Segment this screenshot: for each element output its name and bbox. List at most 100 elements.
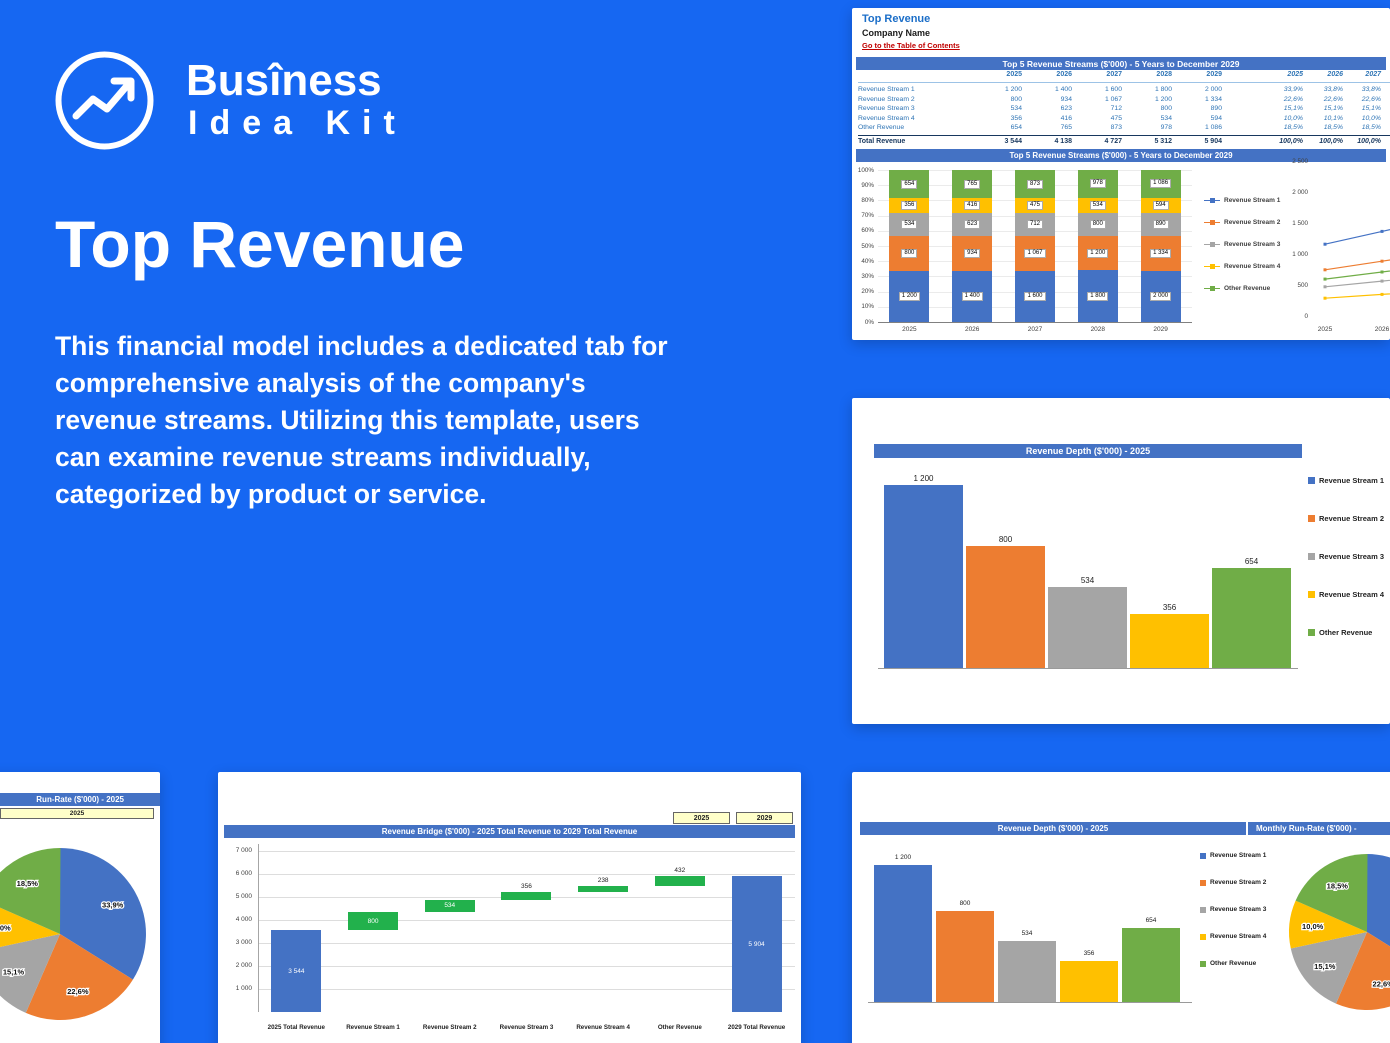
legend-marker [1204,219,1220,226]
x-label: Revenue Stream 2 [422,1024,477,1031]
legend-label: Revenue Stream 4 [1210,933,1267,940]
table-cell: 800 [1160,105,1172,112]
legend-label: Revenue Stream 3 [1224,241,1281,248]
segment-label: 594 [1152,201,1169,211]
table-year-header: 2027 [1106,71,1122,78]
y-tick: 60% [861,227,874,235]
x-label: Revenue Stream 1 [346,1024,400,1031]
legend-marker [1204,263,1220,270]
stack-segment: 890 [1140,213,1181,237]
chart-title-bar: Monthly Run-Rate ($'000) - [1248,822,1390,835]
waterfall-label: 3 544 [288,967,305,975]
waterfall-label: 800 [367,917,379,925]
segment-label: 2 000 [1150,291,1172,301]
stack-segment: 534 [889,213,930,237]
table-pct-cell: 10,0% [1361,114,1381,122]
legend-label: Other Revenue [1319,628,1373,637]
line-marker [1323,242,1327,246]
bar-label: 800 [998,535,1013,545]
legend-square [1200,879,1206,886]
legend-item: Other Revenue [1204,284,1302,293]
pie-label: 18,5% [17,879,39,888]
toc-link[interactable]: Go to the Table of Contents [862,41,960,50]
y-tick: 0% [864,318,874,326]
y-tick: 90% [861,181,874,189]
legend-square [1209,198,1215,203]
segment-label: 1 067 [1024,248,1046,258]
year-selector-start[interactable]: 2025 [673,812,730,824]
x-label: Other Revenue [657,1024,702,1031]
bar [1130,613,1209,668]
waterfall-label: 534 [444,902,456,910]
stack-segment: 978 [1077,170,1118,198]
line-series [1324,228,1390,245]
legend-square [1308,515,1315,522]
y-tick: 4 000 [235,916,252,923]
legend-item: Revenue Stream 2 [1308,514,1384,523]
table-cell: 1 600 [1104,86,1122,93]
stack-segment: 1 600 [1015,270,1055,322]
pie-slice [1295,853,1368,932]
x-label: 2025 [902,326,917,333]
bar [1060,961,1118,1002]
bar [1212,568,1291,668]
stack-segment: 1 200 [1077,236,1118,271]
panel-sheet-overview: Top Revenue Company Name Go to the Table… [852,8,1390,340]
legend-label: Revenue Stream 2 [1224,219,1281,226]
segment-label: 416 [964,201,981,211]
table-cell: 712 [1110,105,1122,112]
bar-label: 356 [1162,602,1177,612]
table-year-header: 2028 [1156,71,1172,78]
stack-segment: 1 086 [1140,170,1181,198]
table-cell: 654 [1010,124,1022,131]
line-series [1324,279,1390,288]
legend-item: Revenue Stream 4 [1200,933,1266,940]
table-total-cell: 5 312 [1154,137,1172,145]
line-x-label: 2026 [1374,326,1390,333]
gridline [258,966,795,967]
sheet-title: Top Revenue [862,13,931,25]
year-selector-end[interactable]: 2029 [736,812,793,824]
bar [874,865,932,1002]
page-title: Top Revenue [55,207,465,281]
legend-item: Revenue Stream 1 [1200,852,1266,859]
legend-item: Revenue Stream 3 [1200,906,1266,913]
waterfall-label: 5 904 [748,940,765,948]
segment-label: 1 334 [1150,248,1172,258]
pie-label: 18,5% [1327,882,1349,891]
stack-segment: 765 [952,170,993,199]
year-selector[interactable]: 2025 [0,808,154,819]
table-cell: 1 334 [1204,95,1222,103]
line-marker [1323,285,1327,289]
y-tick: 5 000 [235,893,252,900]
table-pct-year-header: 2027 [1365,71,1381,78]
table-cell: 534 [1010,105,1022,112]
pie-label: 10,0% [0,924,11,933]
table-pct-cell: 22,6% [1323,95,1343,103]
pie-slice [0,907,60,947]
waterfall-bar: 5 904 [731,876,782,1012]
table-cell: 890 [1210,105,1222,112]
gridline [258,989,795,990]
panel-revenue-bridge: 2025 2029 Revenue Bridge ($'000) - 2025 … [218,772,801,1043]
table-total-cell: 4 138 [1054,137,1072,145]
panel-run-rate-pie: Run-Rate ($'000) - 2025 2025 33,9% 22,6% 1… [0,772,160,1043]
segment-label: 1 086 [1150,179,1172,189]
line-marker [1380,279,1384,283]
waterfall-bar [578,886,629,892]
table-cell: 2 000 [1204,86,1222,93]
x-label: Revenue Stream 3 [499,1024,554,1031]
segment-label: 1 600 [1024,291,1046,301]
revenue-table: 202520262027202820292025202620272028Reve… [852,71,1390,149]
chart-title-bar: Revenue Bridge ($'000) - 2025 Total Reve… [224,825,795,838]
gridline [258,920,795,921]
gridline [258,943,795,944]
chart-title-bar: Revenue Depth ($'000) - 2025 [860,822,1246,835]
stack-segment: 800 [889,236,930,271]
table-pct-cell: 22,6% [1361,95,1381,103]
y-tick: 3 000 [235,939,252,946]
waterfall-bar: 534 [424,899,475,913]
bar [1048,586,1127,668]
table-cell: 1 086 [1204,124,1222,131]
